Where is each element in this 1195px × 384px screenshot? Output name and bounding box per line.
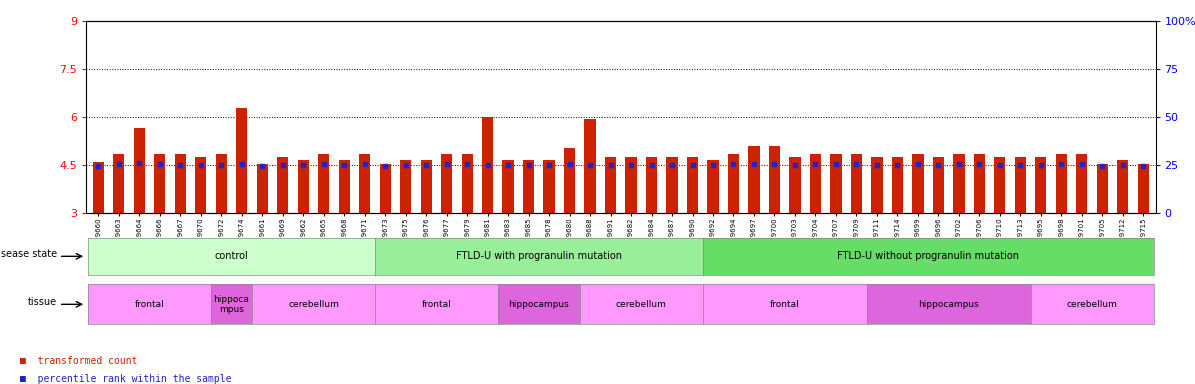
Bar [257,164,268,213]
Bar [195,157,207,213]
Text: tissue: tissue [29,297,57,307]
Bar [605,157,617,213]
Bar [277,157,288,213]
Bar [1077,154,1087,213]
Bar [1117,161,1128,213]
Text: control: control [215,251,249,262]
Text: frontal: frontal [422,300,452,309]
Bar [790,157,801,213]
Bar [502,161,514,213]
Bar [707,161,718,213]
Bar [1138,164,1148,213]
Bar [523,161,534,213]
Text: disease state: disease state [0,250,57,260]
Bar [810,154,821,213]
Bar [482,117,494,213]
Bar [154,154,165,213]
Bar [831,154,841,213]
Text: FTLD-U without progranulin mutation: FTLD-U without progranulin mutation [838,251,1019,262]
Bar [768,146,780,213]
Bar [318,154,330,213]
Bar [954,154,964,213]
Bar [380,164,391,213]
Text: cerebellum: cerebellum [1067,300,1117,309]
Bar [544,161,554,213]
Bar [994,157,1005,213]
Bar [584,119,595,213]
Bar [851,154,862,213]
Bar [215,154,227,213]
Bar [1097,164,1108,213]
Bar [974,154,985,213]
Bar [1015,157,1027,213]
Bar [174,154,186,213]
Bar [667,157,678,213]
Text: frontal: frontal [135,300,165,309]
Bar [237,108,247,213]
Bar [687,157,698,213]
Text: cerebellum: cerebellum [615,300,667,309]
Bar [114,154,124,213]
Text: hippocampus: hippocampus [918,300,979,309]
Bar [298,161,308,213]
Bar [1055,154,1067,213]
Bar [933,157,944,213]
Bar [338,161,350,213]
Bar [400,161,411,213]
Text: frontal: frontal [770,300,799,309]
Bar [134,128,145,213]
Bar [748,146,760,213]
Text: hippoca
mpus: hippoca mpus [214,295,250,314]
Bar [646,157,657,213]
Bar [728,154,740,213]
Bar [912,154,924,213]
Text: FTLD-U with progranulin mutation: FTLD-U with progranulin mutation [455,251,621,262]
Bar [421,161,431,213]
Text: hippocampus: hippocampus [508,300,569,309]
Bar [358,154,370,213]
Bar [441,154,452,213]
Bar [93,162,104,213]
Text: ■  transformed count: ■ transformed count [20,356,137,366]
Text: ■  percentile rank within the sample: ■ percentile rank within the sample [20,374,232,384]
Bar [461,154,473,213]
Text: cerebellum: cerebellum [288,300,339,309]
Bar [871,157,883,213]
Bar [891,157,903,213]
Bar [1035,157,1047,213]
Bar [564,147,575,213]
Bar [625,157,637,213]
